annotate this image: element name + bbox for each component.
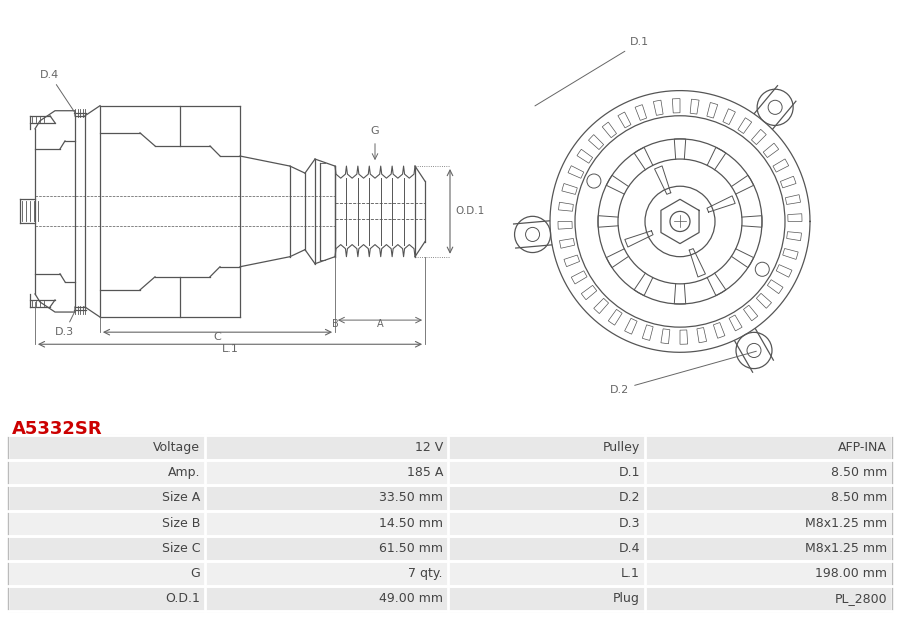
Text: D.2: D.2 bbox=[610, 351, 756, 394]
Text: A: A bbox=[377, 319, 383, 329]
Text: Pulley: Pulley bbox=[603, 441, 640, 454]
Text: D.2: D.2 bbox=[618, 492, 640, 505]
Text: D.4: D.4 bbox=[40, 69, 76, 114]
Text: B: B bbox=[331, 319, 338, 329]
Text: 8.50 mm: 8.50 mm bbox=[831, 492, 887, 505]
Text: M8x1.25 mm: M8x1.25 mm bbox=[805, 541, 887, 555]
Text: Size C: Size C bbox=[161, 541, 200, 555]
Text: 14.50 mm: 14.50 mm bbox=[379, 517, 443, 529]
Bar bbox=[8, 435, 892, 461]
Text: AFP-INA: AFP-INA bbox=[838, 441, 887, 454]
Bar bbox=[8, 586, 892, 611]
Text: O.D.1: O.D.1 bbox=[165, 592, 200, 605]
Text: D.3: D.3 bbox=[55, 309, 76, 337]
Bar bbox=[8, 435, 892, 611]
Bar bbox=[8, 561, 892, 586]
Text: 198.00 mm: 198.00 mm bbox=[815, 567, 887, 580]
Text: M8x1.25 mm: M8x1.25 mm bbox=[805, 517, 887, 529]
Text: 33.50 mm: 33.50 mm bbox=[379, 492, 443, 505]
Text: Size A: Size A bbox=[162, 492, 200, 505]
Text: C: C bbox=[213, 333, 221, 342]
Bar bbox=[8, 485, 892, 510]
Text: G: G bbox=[190, 567, 200, 580]
Text: Amp.: Amp. bbox=[167, 466, 200, 480]
Text: O.D.1: O.D.1 bbox=[455, 206, 484, 216]
Text: 185 A: 185 A bbox=[407, 466, 443, 480]
Text: 12 V: 12 V bbox=[415, 441, 443, 454]
Text: 49.00 mm: 49.00 mm bbox=[379, 592, 443, 605]
Text: D.1: D.1 bbox=[618, 466, 640, 480]
Bar bbox=[8, 461, 892, 485]
Text: D.3: D.3 bbox=[618, 517, 640, 529]
Text: D.1: D.1 bbox=[535, 37, 649, 106]
Text: 61.50 mm: 61.50 mm bbox=[379, 541, 443, 555]
Text: 7 qty.: 7 qty. bbox=[409, 567, 443, 580]
Text: 8.50 mm: 8.50 mm bbox=[831, 466, 887, 480]
Text: PL_2800: PL_2800 bbox=[834, 592, 887, 605]
Text: A5332SR: A5332SR bbox=[12, 420, 103, 438]
Text: G: G bbox=[371, 126, 379, 136]
Bar bbox=[8, 536, 892, 561]
Text: L.1: L.1 bbox=[621, 567, 640, 580]
Text: L.1: L.1 bbox=[221, 345, 239, 355]
Text: D.4: D.4 bbox=[618, 541, 640, 555]
Text: Plug: Plug bbox=[613, 592, 640, 605]
Text: Voltage: Voltage bbox=[153, 441, 200, 454]
Bar bbox=[8, 510, 892, 536]
Text: Size B: Size B bbox=[162, 517, 200, 529]
